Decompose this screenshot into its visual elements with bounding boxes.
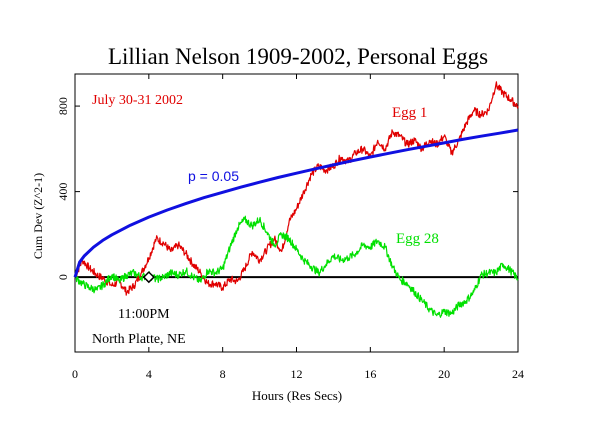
date-annotation: July 30-31 2002 xyxy=(92,93,183,108)
legend-p-value: p = 0.05 xyxy=(188,168,239,184)
time-marker-diamond xyxy=(142,271,155,284)
y-tick-label: 800 xyxy=(56,97,70,115)
y-axis-label: Cum Dev (Z^2-1) xyxy=(31,173,45,259)
series-line-egg-28 xyxy=(74,215,519,318)
series-line-egg-1 xyxy=(74,81,519,296)
x-tick-label: 4 xyxy=(146,367,152,381)
x-tick-label: 24 xyxy=(512,367,524,381)
x-axis-label: Hours (Res Secs) xyxy=(252,388,342,403)
y-tick-label: 0 xyxy=(56,274,70,280)
plot-text-layer: Lillian Nelson 1909-2002, Personal Eggs … xyxy=(31,44,488,403)
series-line-p-0-05 xyxy=(73,128,519,278)
location-annotation: North Platte, NE xyxy=(92,332,186,347)
x-tick-label: 16 xyxy=(364,367,376,381)
x-tick-label: 8 xyxy=(220,367,226,381)
y-tick-label: 400 xyxy=(56,183,70,201)
time-marker-label: 11:00PM xyxy=(118,307,170,322)
x-tick-label: 0 xyxy=(72,367,78,381)
chart-title: Lillian Nelson 1909-2002, Personal Eggs xyxy=(108,44,488,69)
x-tick-label: 20 xyxy=(438,367,450,381)
legend-egg-28: Egg 28 xyxy=(396,231,439,247)
plot-data-layer xyxy=(73,81,519,318)
plot-frame-layer: 0 4 8 12 16 20 24 0 400 800 xyxy=(56,73,524,381)
legend-egg-1: Egg 1 xyxy=(392,105,427,121)
x-tick-label: 12 xyxy=(291,367,303,381)
